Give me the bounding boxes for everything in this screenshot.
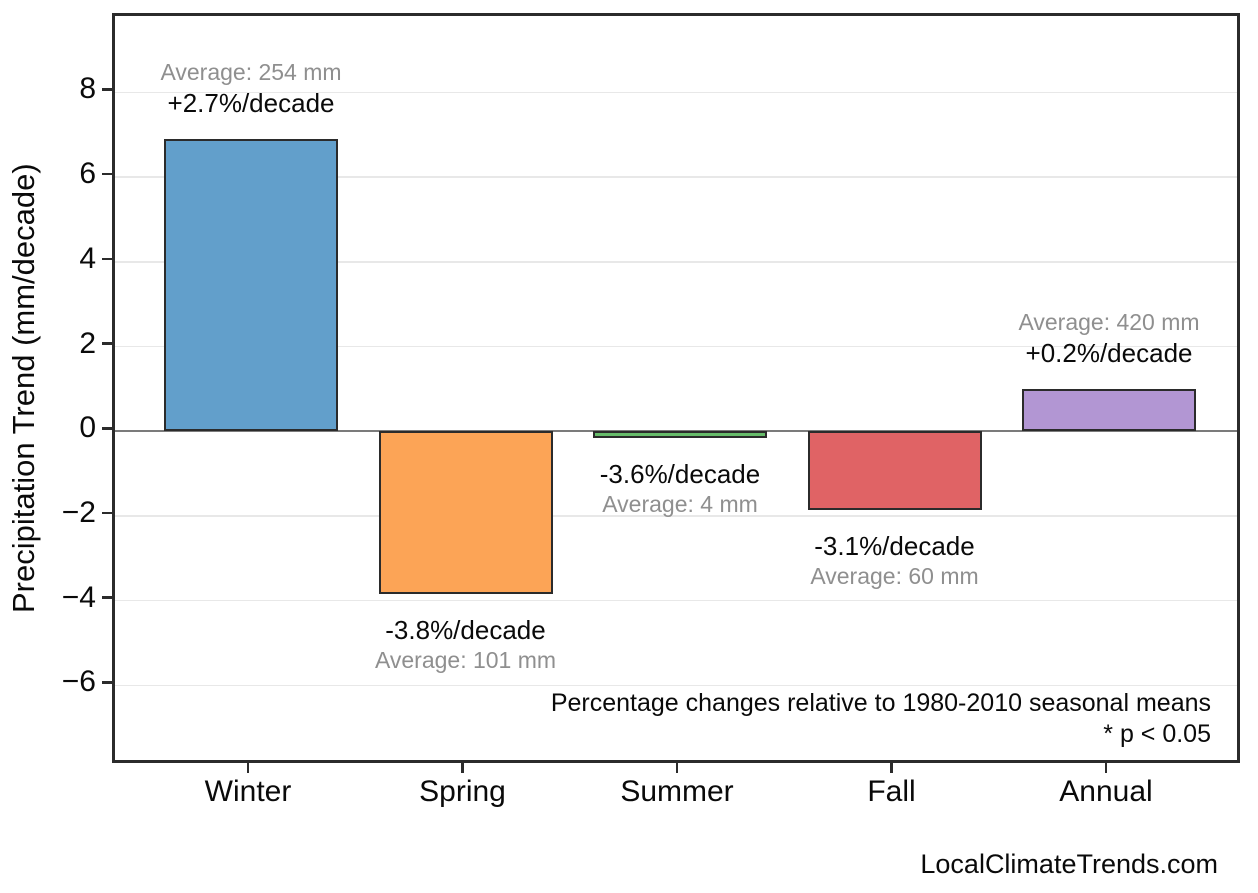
gridline: [115, 515, 1237, 517]
y-tick-mark: [102, 427, 112, 430]
gridline: [115, 91, 1237, 94]
annotation-fall: -3.1%/decade Average: 60 mm: [715, 530, 1075, 591]
gridline: [115, 345, 1237, 348]
annotation-average-winter: Average: 254 mm: [160, 58, 342, 85]
x-tick-mark: [246, 763, 250, 773]
y-tick-mark: [102, 681, 112, 684]
y-tick-mark: [102, 596, 112, 599]
x-tick-mark: [1104, 763, 1108, 773]
x-tick-mark: [461, 763, 464, 773]
footnote: Percentage changes relative to 1980-2010…: [551, 688, 1211, 750]
annotation-average-summer: Average: 4 mm: [602, 490, 758, 517]
y-tick-mark: [102, 342, 112, 345]
y-tick-mark: [102, 172, 112, 176]
y-tick-label: −2: [61, 496, 96, 529]
annotation-percent-summer: -3.6%/decade: [599, 458, 761, 489]
plot-area: Percentage changes relative to 1980-2010…: [112, 13, 1240, 763]
annotation-spring: -3.8%/decade Average: 101 mm: [286, 614, 646, 675]
gridline: [115, 176, 1237, 178]
footnote-line2: * p < 0.05: [1103, 720, 1211, 748]
bar-summer: [593, 431, 767, 438]
gridline: [115, 599, 1237, 602]
y-tick-label: 4: [79, 241, 96, 275]
x-tick-label-winter: Winter: [204, 775, 292, 808]
gridline: [115, 261, 1237, 263]
bar-winter: [164, 138, 338, 432]
annotation-annual: Average: 420 mm +0.2%/decade: [929, 308, 1258, 369]
x-tick-label-fall: Fall: [867, 775, 916, 808]
annotation-average-spring: Average: 101 mm: [374, 647, 557, 674]
y-axis-title: Precipitation Trend (mm/decade): [6, 163, 41, 613]
x-tick-mark: [675, 763, 679, 773]
watermark: LocalClimateTrends.com: [920, 849, 1218, 879]
gridline: [115, 684, 1237, 687]
footnote-line1: Percentage changes relative to 1980-2010…: [550, 689, 1211, 717]
y-tick-label: −6: [61, 665, 96, 699]
y-tick-mark: [102, 88, 112, 91]
y-tick-mark: [102, 511, 112, 515]
y-tick-label: 2: [79, 326, 96, 360]
x-tick-mark: [890, 763, 893, 773]
annotation-percent-fall: -3.1%/decade: [814, 530, 975, 561]
y-tick-label: 0: [79, 411, 96, 445]
bar-spring: [378, 431, 553, 595]
x-tick-label-summer: Summer: [620, 775, 734, 808]
y-tick-mark: [102, 257, 112, 260]
annotation-summer: -3.6%/decade Average: 4 mm: [500, 458, 860, 519]
annotation-average-fall: Average: 60 mm: [810, 562, 979, 589]
bar-fall: [807, 431, 982, 510]
x-tick-label-spring: Spring: [419, 775, 506, 808]
annotation-average-annual: Average: 420 mm: [1018, 308, 1200, 335]
y-tick-label: −4: [61, 580, 96, 614]
x-tick-label-annual: Annual: [1059, 775, 1153, 808]
annotation-percent-annual: +0.2%/decade: [1025, 337, 1193, 368]
annotation-winter: Average: 254 mm +2.7%/decade: [71, 58, 431, 119]
annotation-percent-spring: -3.8%/decade: [385, 615, 546, 646]
y-tick-label: 8: [79, 72, 96, 106]
annotation-percent-winter: +2.7%/decade: [167, 87, 335, 118]
y-tick-label: 6: [79, 157, 96, 191]
bar-annual: [1022, 388, 1196, 432]
